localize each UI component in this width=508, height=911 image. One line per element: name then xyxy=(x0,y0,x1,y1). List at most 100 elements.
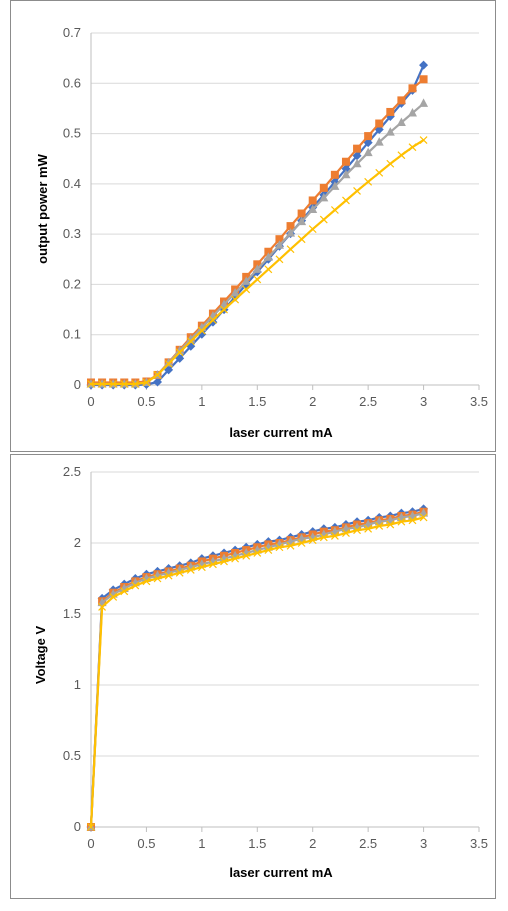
voltage-series-4-point xyxy=(408,516,417,525)
voltage-ytick-label: 0.5 xyxy=(63,748,81,763)
power-series-2-point xyxy=(308,196,317,205)
power-series-2-point xyxy=(253,260,262,269)
power-xtick-label: 3 xyxy=(420,394,427,409)
voltage-xtick-label: 0.5 xyxy=(137,836,155,851)
voltage-series-4-point xyxy=(419,513,428,522)
power-chart: output power mW laser current mA 0 0.1 0.2… xyxy=(35,25,488,440)
voltage-series-4-point xyxy=(330,531,339,540)
power-ytick-label: 0.6 xyxy=(63,75,81,90)
power-series-4-point xyxy=(153,371,162,379)
voltage-series-4 xyxy=(87,513,428,831)
power-series-4 xyxy=(87,136,428,388)
voltage-series-3-line xyxy=(89,512,424,828)
power-series-4-point xyxy=(342,196,350,205)
voltage-series-4-point xyxy=(153,574,162,583)
power-series-2-point xyxy=(319,183,328,192)
power-series-4-point xyxy=(319,215,328,224)
voltage-series-4-point xyxy=(386,520,395,529)
voltage-ytick-label: 2.5 xyxy=(63,464,81,479)
voltage-xtick-label: 0 xyxy=(87,836,94,851)
voltage-series-4-point xyxy=(109,593,118,601)
power-series-2-point xyxy=(375,119,384,128)
voltage-series-4-line xyxy=(89,516,424,828)
power-series-2-point xyxy=(297,209,306,218)
voltage-series-4-point xyxy=(120,587,129,596)
power-series-2-point xyxy=(364,132,373,141)
power-series-2-point xyxy=(275,235,284,244)
power-series-3-point xyxy=(385,127,395,136)
voltage-series-4-point xyxy=(286,541,295,550)
power-series-2-line xyxy=(91,78,425,384)
voltage-ytick-label: 0 xyxy=(74,819,81,834)
power-series-2-point xyxy=(386,107,395,116)
voltage-series-4-point xyxy=(275,543,284,552)
power-series-3-point xyxy=(419,98,429,107)
voltage-series-4-point xyxy=(87,823,95,831)
power-series-3-point xyxy=(374,137,384,146)
voltage-xtick-label: 2.5 xyxy=(359,836,377,851)
power-xtick-label: 2 xyxy=(309,394,316,409)
power-series-4-point xyxy=(109,380,118,388)
voltage-ytick-label: 1.5 xyxy=(63,606,81,621)
voltage-series-4-point xyxy=(375,522,384,530)
voltage-series-2 xyxy=(87,507,428,831)
power-series-3-point xyxy=(175,345,185,355)
voltage-xtick-label: 3 xyxy=(420,836,427,851)
voltage-xtick-label: 1.5 xyxy=(248,836,266,851)
power-series-4-point xyxy=(375,168,384,177)
power-series-3-point xyxy=(297,216,307,226)
voltage-xtick-label: 3.5 xyxy=(470,836,488,851)
power-xtick-label: 1 xyxy=(198,394,205,409)
power-xtick-label: 3.5 xyxy=(470,394,488,409)
power-xtick-label: 0 xyxy=(87,394,94,409)
voltage-series-4-point xyxy=(98,602,107,611)
voltage-ytick-label: 2 xyxy=(74,535,81,550)
voltage-series-4-point xyxy=(209,560,217,569)
voltage-series-4-point xyxy=(175,568,184,577)
power-series-1-point xyxy=(419,60,429,70)
power-series-3-point xyxy=(274,240,284,249)
voltage-xtick-label: 2 xyxy=(309,836,316,851)
voltage-series-4-point xyxy=(164,571,173,580)
power-series-3-line xyxy=(91,102,425,386)
power-series-1-line xyxy=(91,64,425,387)
power-series-3-point xyxy=(319,192,329,202)
power-series-3-point xyxy=(219,299,229,309)
power-series-4-point xyxy=(408,143,417,152)
power-series-3-point xyxy=(330,181,340,190)
voltage-series-4-point xyxy=(342,529,350,537)
power-series-4-point xyxy=(231,295,240,304)
power-series-2-point xyxy=(264,247,273,256)
voltage-xtick-label: 1 xyxy=(198,836,205,851)
power-series-4-point xyxy=(87,380,95,388)
power-series-2-point xyxy=(397,96,406,105)
power-series-2-point xyxy=(353,144,362,153)
voltage-series-4-point xyxy=(231,554,240,563)
power-xtick-label: 1.5 xyxy=(248,394,266,409)
voltage-series-4-point xyxy=(242,551,251,560)
power-series-4-point xyxy=(308,225,317,234)
voltage-series-4-point xyxy=(264,546,273,555)
power-series-4-point xyxy=(242,285,251,294)
voltage-series-4-point xyxy=(364,524,373,533)
power-series-2-point xyxy=(419,75,428,84)
voltage-chart-ylabel: Voltage V xyxy=(33,626,48,685)
power-series-4-point xyxy=(419,136,428,145)
power-ytick-label: 0.4 xyxy=(63,176,81,191)
power-ytick-label: 0.7 xyxy=(63,25,81,40)
voltage-series-4-point xyxy=(131,581,140,590)
power-series-2 xyxy=(87,75,428,387)
power-ytick-label: 0.5 xyxy=(63,126,81,141)
power-series-4-point xyxy=(131,380,140,388)
power-series-4-point xyxy=(297,235,306,244)
power-chart-panel: output power mW laser current mA 0 0.1 0.2… xyxy=(10,0,496,452)
power-series-4-point xyxy=(120,380,129,388)
power-series-4-point xyxy=(98,380,107,388)
voltage-series-4-point xyxy=(220,557,228,566)
power-series-4-point xyxy=(330,206,339,214)
power-series-3-point xyxy=(230,287,240,297)
power-xtick-label: 2.5 xyxy=(359,394,377,409)
power-series-3-point xyxy=(252,264,262,273)
power-series-4-point xyxy=(164,359,173,368)
voltage-series-4-point xyxy=(397,517,406,526)
